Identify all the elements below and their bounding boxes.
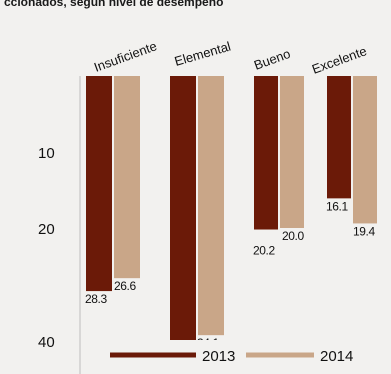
bars (86, 76, 377, 346)
y-tick-label-20: 20 (38, 221, 55, 238)
value-label-insuficiente-2013: 28.3 (85, 292, 107, 306)
bar-insuficiente-2014 (114, 76, 140, 279)
value-label-excelente-2014: 19.4 (353, 224, 375, 238)
bar-insuficiente-2013 (86, 76, 112, 292)
category-label-bueno: Bueno (252, 46, 292, 73)
y-axis-ticks: 10 20 40 (38, 145, 55, 351)
bar-elemental-2013 (170, 76, 196, 346)
category-label-insuficiente: Insuficiente (92, 38, 159, 75)
bar-bueno-2013 (254, 76, 278, 230)
category-label-elemental: Elemental (173, 38, 233, 68)
value-label-excelente-2013: 16.1 (326, 199, 348, 213)
legend: 2013 2014 (110, 348, 353, 365)
bar-excelente-2014 (353, 76, 377, 224)
value-label-bueno-2013: 20.2 (253, 244, 275, 258)
legend-label-2013: 2013 (202, 348, 235, 365)
value-label-insuficiente-2014: 26.6 (114, 279, 136, 293)
bar-excelente-2013 (327, 76, 351, 199)
category-labels: Insuficiente Elemental Bueno Excelente (92, 38, 369, 77)
chart-title: ccionados, según nivel de desempeño (4, 0, 223, 9)
y-tick-label-10: 10 (38, 145, 55, 162)
y-tick-label-40: 40 (38, 334, 55, 351)
value-label-bueno-2014: 20.0 (282, 229, 304, 243)
bar-bueno-2014 (280, 76, 304, 228)
legend-label-2014: 2014 (320, 348, 353, 365)
bar-elemental-2014 (198, 76, 224, 336)
category-label-excelente: Excelente (310, 43, 369, 77)
